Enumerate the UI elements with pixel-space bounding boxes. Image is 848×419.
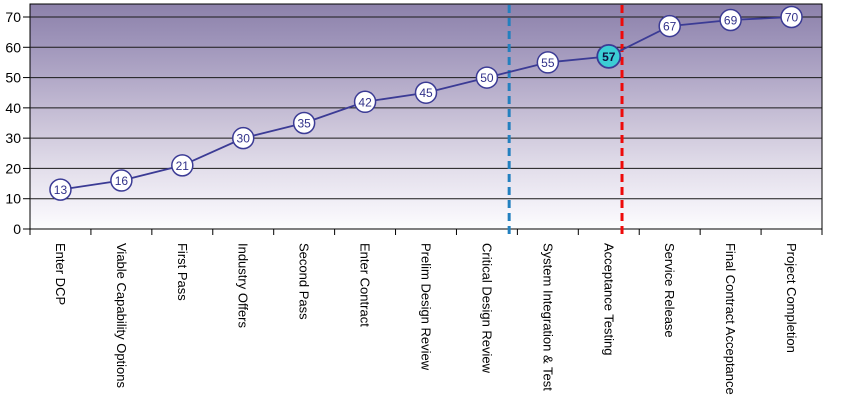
y-axis-tick-label: 50 xyxy=(5,70,21,86)
data-point-marker xyxy=(353,90,377,114)
y-axis-tick-label: 0 xyxy=(13,221,21,237)
x-axis-category-label: Critical Design Review xyxy=(479,243,494,374)
data-point-marker xyxy=(231,126,255,150)
data-point-value: 42 xyxy=(358,95,372,109)
plot-area xyxy=(29,3,823,230)
data-point-value: 13 xyxy=(54,183,68,197)
data-point-value: 21 xyxy=(176,159,190,173)
data-point-marker xyxy=(658,14,681,38)
data-point-value: 30 xyxy=(237,132,251,146)
data-point-marker xyxy=(171,154,194,177)
x-axis-category-label: Viable Capability Options xyxy=(114,243,129,389)
data-point-value: 16 xyxy=(115,174,129,188)
data-point-value: 45 xyxy=(419,86,433,100)
data-point-value: 55 xyxy=(541,56,555,70)
x-axis-category-label: Final Contract Acceptance xyxy=(723,243,738,395)
y-axis-tick-label: 40 xyxy=(5,100,21,116)
data-point-value: 67 xyxy=(663,20,677,34)
x-axis-category-label: Enter Contract xyxy=(358,243,373,327)
data-point-marker xyxy=(414,81,438,104)
x-axis-category-label: First Pass xyxy=(175,243,190,301)
y-axis-tick-label: 20 xyxy=(5,160,21,176)
x-axis-category-label: Service Release xyxy=(662,243,677,338)
data-point-marker xyxy=(719,8,742,32)
x-axis-category-label: Acceptance Testing xyxy=(601,243,616,356)
y-axis-tick-label: 70 xyxy=(5,9,21,25)
x-axis-category-label: Project Completion xyxy=(784,243,799,353)
data-point-marker xyxy=(110,169,133,192)
data-point-value: 35 xyxy=(297,117,311,131)
x-axis-category-label: Industry Offers xyxy=(236,243,251,329)
data-point-value: 57 xyxy=(602,50,616,64)
x-axis-category-label: Prelim Design Review xyxy=(419,243,434,371)
x-axis-category-label: Second Pass xyxy=(297,243,312,320)
x-axis-category-label: System Integration & Test xyxy=(540,243,555,391)
data-point-marker xyxy=(780,5,803,29)
data-point-value: 70 xyxy=(785,11,799,25)
data-point-value: 69 xyxy=(724,14,738,28)
data-point-marker xyxy=(475,66,499,89)
data-point-marker xyxy=(292,111,316,135)
y-axis-tick-label: 10 xyxy=(5,191,21,207)
data-point-marker xyxy=(49,178,72,201)
y-axis-tick-label: 60 xyxy=(5,39,21,55)
data-point-marker xyxy=(536,51,560,74)
x-axis-category-label: Enter DCP xyxy=(53,243,68,305)
y-axis-tick-label: 30 xyxy=(5,130,21,146)
data-point-value: 50 xyxy=(480,71,494,85)
data-point-marker-highlighted xyxy=(596,43,622,69)
